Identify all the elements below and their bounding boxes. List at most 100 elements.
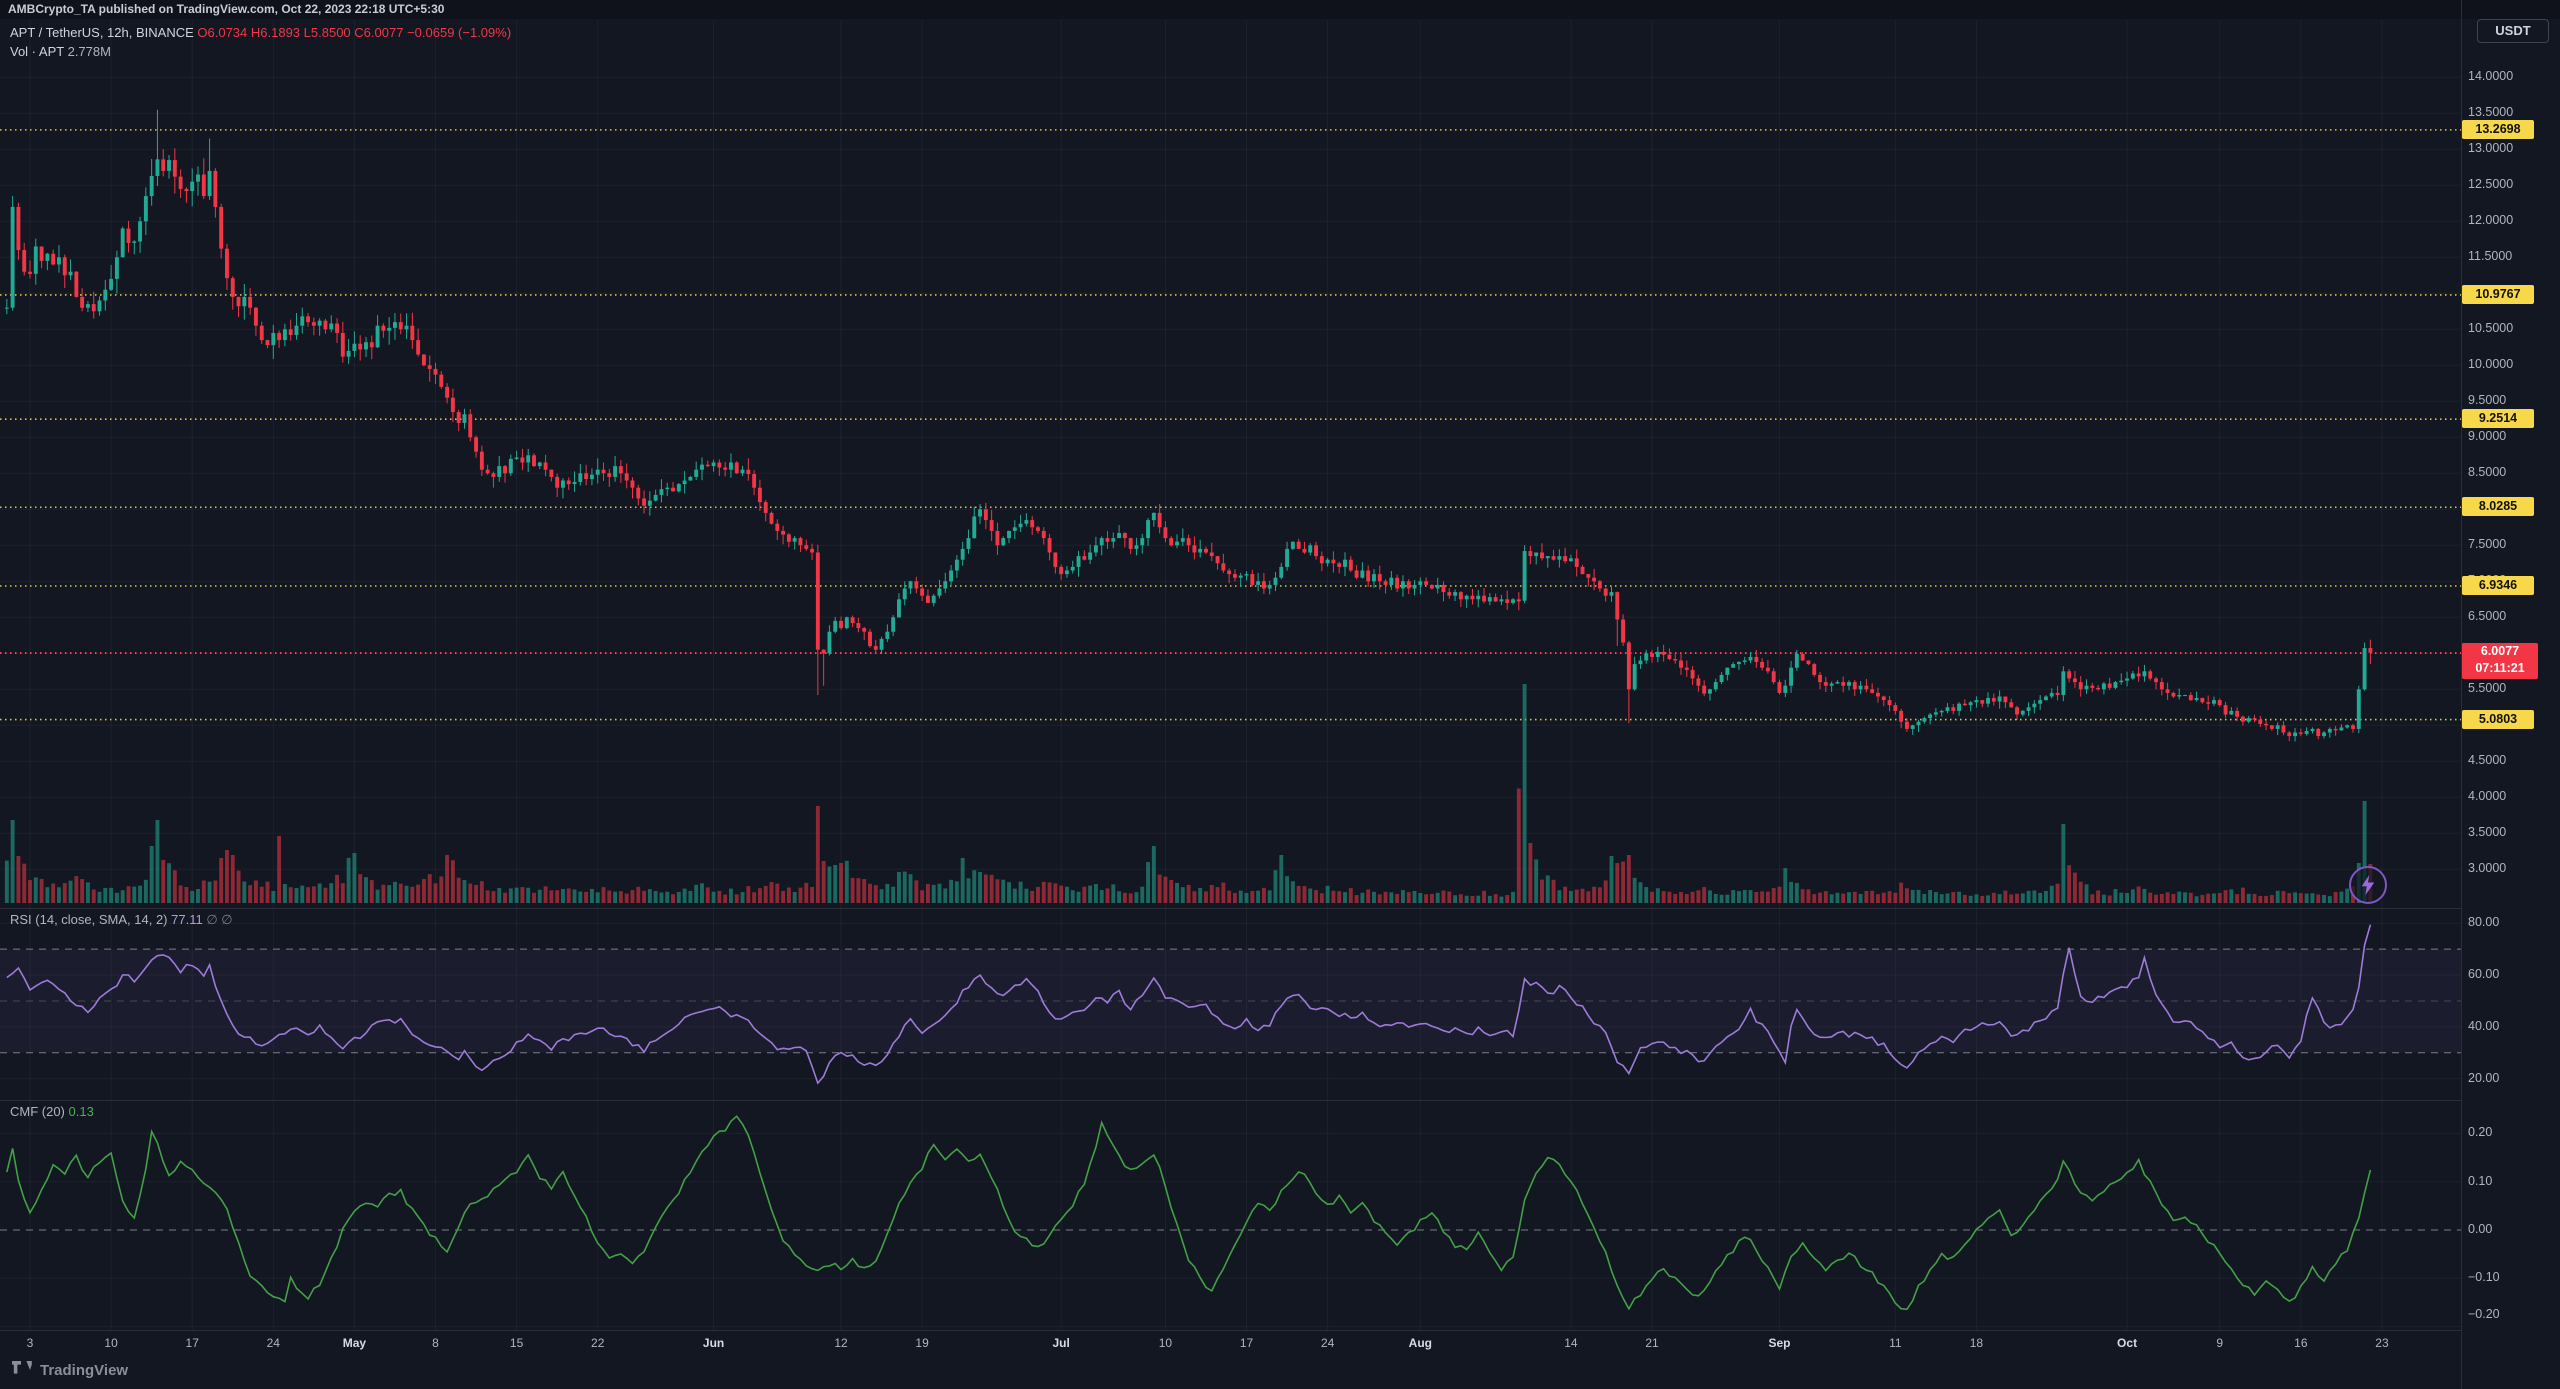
price-tick-label: 12.0000 (2468, 213, 2514, 228)
candle-body (33, 246, 38, 274)
candle-body (659, 489, 664, 495)
candle-body (143, 196, 148, 222)
candle-body (763, 502, 768, 513)
volume-bar (1053, 883, 1058, 903)
candle-body (2304, 731, 2309, 734)
candle-body (2020, 710, 2025, 715)
volume-bar (1337, 891, 1342, 903)
volume-bar (833, 865, 838, 903)
candle-body (120, 228, 125, 258)
candle-body (323, 320, 328, 330)
candle-body (694, 469, 699, 477)
candle-body (265, 340, 270, 346)
candle-body (393, 322, 397, 328)
candle-body (1980, 700, 1985, 704)
volume-bar (1487, 895, 1492, 903)
candle-body (80, 296, 85, 308)
candle-body (311, 322, 316, 326)
time-axis[interactable]: 3 10 17 24 May 8 15 22 Jun 12 19 Jul 10 17 24 Aug 14 21 Se… (0, 1331, 2461, 1357)
volume-bar (1719, 894, 1724, 903)
candle-body (2298, 732, 2303, 734)
candle-body (2287, 732, 2292, 737)
pane-separator-cmf[interactable] (0, 1100, 2461, 1101)
volume-value: 2.778M (67, 44, 111, 59)
rsi-legend-row[interactable]: RSI (14, close, SMA, 14, 2) 77.11 ∅ ∅ (10, 912, 233, 928)
candle-body (1447, 592, 1452, 596)
candle-body (190, 181, 195, 192)
candle-body (2183, 695, 2187, 697)
candle-body (1105, 538, 1110, 542)
candle-body (937, 588, 942, 596)
candle-body (607, 473, 612, 477)
candle-body (155, 159, 160, 176)
volume-bar (734, 894, 739, 903)
volume-legend-row[interactable]: Vol · APT 2.778M (10, 44, 111, 59)
volume-bar (1435, 892, 1440, 903)
volume-bar (1702, 887, 1707, 903)
price-axis[interactable] (2461, 0, 2560, 1389)
volume-bar (1470, 895, 1475, 903)
volume-bar (62, 883, 67, 903)
candle-body (781, 530, 786, 535)
candle-body (2090, 685, 2095, 688)
candle-body (51, 253, 56, 265)
cmf-legend-row[interactable]: CMF (20) 0.13 (10, 1104, 94, 1119)
volume-series (4, 684, 2373, 903)
candle-body (2356, 689, 2361, 729)
pane-separator-rsi[interactable] (0, 908, 2461, 909)
candle-body (2130, 673, 2135, 679)
volume-bar (28, 880, 32, 903)
symbol-legend-row[interactable]: APT / TetherUS, 12h, BINANCE O6.0734 H6.… (10, 25, 511, 40)
candle-body (445, 386, 450, 398)
candle-body (421, 354, 426, 366)
candle-body (2055, 692, 2060, 696)
price-tick-label: 8.5000 (2468, 465, 2507, 480)
candle-body (1876, 692, 1880, 697)
volume-bar (653, 891, 658, 903)
volume-bar (937, 883, 942, 903)
candle-body (508, 458, 513, 474)
volume-bar (624, 893, 629, 903)
tradingview-logo[interactable]: TradingView (12, 1358, 128, 1382)
volume-bar (2252, 893, 2257, 903)
candle-body (497, 466, 502, 477)
candle-body (184, 188, 189, 192)
currency-toggle-button[interactable]: USDT (2477, 19, 2549, 43)
volume-bar (1238, 890, 1243, 903)
volume-bar (340, 883, 345, 903)
candle-body (149, 175, 154, 197)
volume-bar (1041, 881, 1046, 903)
volume-bar (2171, 893, 2176, 903)
candle-body (2113, 682, 2118, 688)
volume-bar (1586, 891, 1591, 903)
volume-bar (717, 890, 722, 903)
volume-bar (1134, 892, 1139, 903)
candle-body (1186, 538, 1191, 546)
volume-bar (1024, 888, 1029, 903)
candle-body (207, 170, 212, 197)
last-price-label: 6.0077 07:11:21 (2462, 642, 2538, 679)
volume-bar (335, 874, 339, 903)
volume-bar (2310, 893, 2315, 903)
candle-body (810, 548, 815, 553)
candle-body (1429, 584, 1434, 589)
volume-bar (2217, 892, 2222, 903)
ohlc-low: L5.8500 (303, 25, 351, 40)
candle-body (2345, 725, 2350, 728)
chart-plot-area[interactable] (0, 0, 2461, 1389)
boost-lightning-badge[interactable] (2348, 866, 2387, 904)
volume-bar (1667, 891, 1672, 903)
volume-bar (1603, 880, 1608, 903)
symbol-title[interactable]: APT / TetherUS, 12h, BINANCE (10, 25, 194, 40)
volume-bar (2362, 801, 2367, 903)
candle-body (1343, 559, 1347, 567)
candle-body (902, 588, 907, 600)
candle-body (665, 487, 670, 490)
candle-body (1244, 574, 1249, 576)
candle-body (479, 451, 484, 470)
lightning-icon (2361, 875, 2374, 895)
volume-bar (2165, 892, 2170, 903)
candle-body (798, 538, 803, 546)
volume-bar (213, 880, 218, 903)
